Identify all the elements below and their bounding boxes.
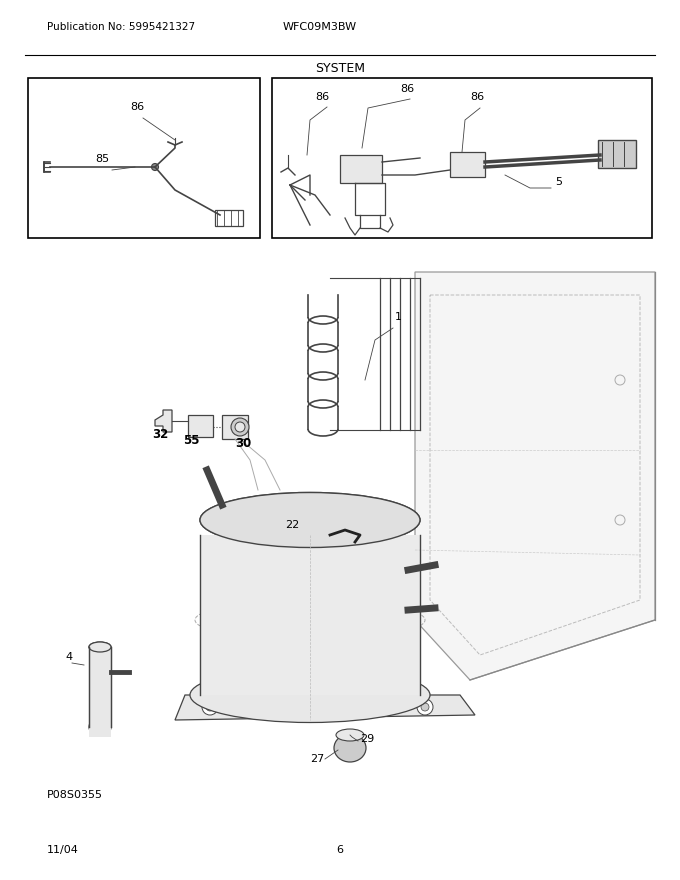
Bar bbox=[215, 210, 243, 226]
Text: 86: 86 bbox=[470, 92, 484, 102]
Polygon shape bbox=[175, 695, 475, 720]
Ellipse shape bbox=[89, 642, 111, 652]
Circle shape bbox=[312, 692, 328, 708]
Ellipse shape bbox=[200, 493, 420, 547]
Text: 22: 22 bbox=[285, 520, 299, 530]
Bar bbox=[28, 78, 260, 238]
Circle shape bbox=[231, 418, 249, 436]
Text: 86: 86 bbox=[400, 84, 414, 94]
Circle shape bbox=[417, 699, 433, 715]
Ellipse shape bbox=[200, 493, 420, 547]
Polygon shape bbox=[155, 410, 172, 432]
Circle shape bbox=[372, 695, 388, 711]
Text: 32: 32 bbox=[152, 428, 168, 441]
Ellipse shape bbox=[89, 642, 111, 652]
Circle shape bbox=[247, 695, 263, 711]
Text: 1: 1 bbox=[395, 312, 402, 322]
Ellipse shape bbox=[89, 718, 111, 736]
Text: 55: 55 bbox=[183, 434, 199, 447]
Ellipse shape bbox=[190, 668, 430, 722]
Ellipse shape bbox=[336, 729, 364, 741]
Circle shape bbox=[316, 696, 324, 704]
Bar bbox=[272, 78, 652, 238]
Text: 5: 5 bbox=[555, 177, 562, 187]
Circle shape bbox=[206, 703, 214, 711]
Text: 6: 6 bbox=[337, 845, 343, 855]
Bar bbox=[188, 415, 213, 437]
Text: 11/04: 11/04 bbox=[47, 845, 79, 855]
Circle shape bbox=[251, 699, 259, 707]
Text: 86: 86 bbox=[130, 102, 144, 112]
Polygon shape bbox=[200, 535, 420, 695]
Text: SYSTEM: SYSTEM bbox=[315, 62, 365, 75]
Text: 29: 29 bbox=[360, 734, 374, 744]
Text: 86: 86 bbox=[315, 92, 329, 102]
Ellipse shape bbox=[334, 734, 366, 762]
Text: 4: 4 bbox=[65, 652, 72, 662]
Circle shape bbox=[376, 699, 384, 707]
Bar bbox=[222, 415, 248, 439]
Circle shape bbox=[152, 164, 158, 171]
Circle shape bbox=[421, 703, 429, 711]
Circle shape bbox=[235, 422, 245, 432]
Polygon shape bbox=[415, 272, 655, 680]
Text: Publication No: 5995421327: Publication No: 5995421327 bbox=[47, 22, 195, 32]
Bar bbox=[89, 647, 111, 737]
Circle shape bbox=[202, 699, 218, 715]
Text: P08S0355: P08S0355 bbox=[47, 790, 103, 800]
Bar bbox=[598, 140, 636, 168]
Text: 85: 85 bbox=[95, 154, 109, 164]
Bar bbox=[450, 152, 485, 177]
Text: WFC09M3BW: WFC09M3BW bbox=[283, 22, 357, 32]
Bar bbox=[340, 155, 382, 183]
Text: 27: 27 bbox=[310, 754, 324, 764]
Text: 30: 30 bbox=[235, 437, 251, 450]
